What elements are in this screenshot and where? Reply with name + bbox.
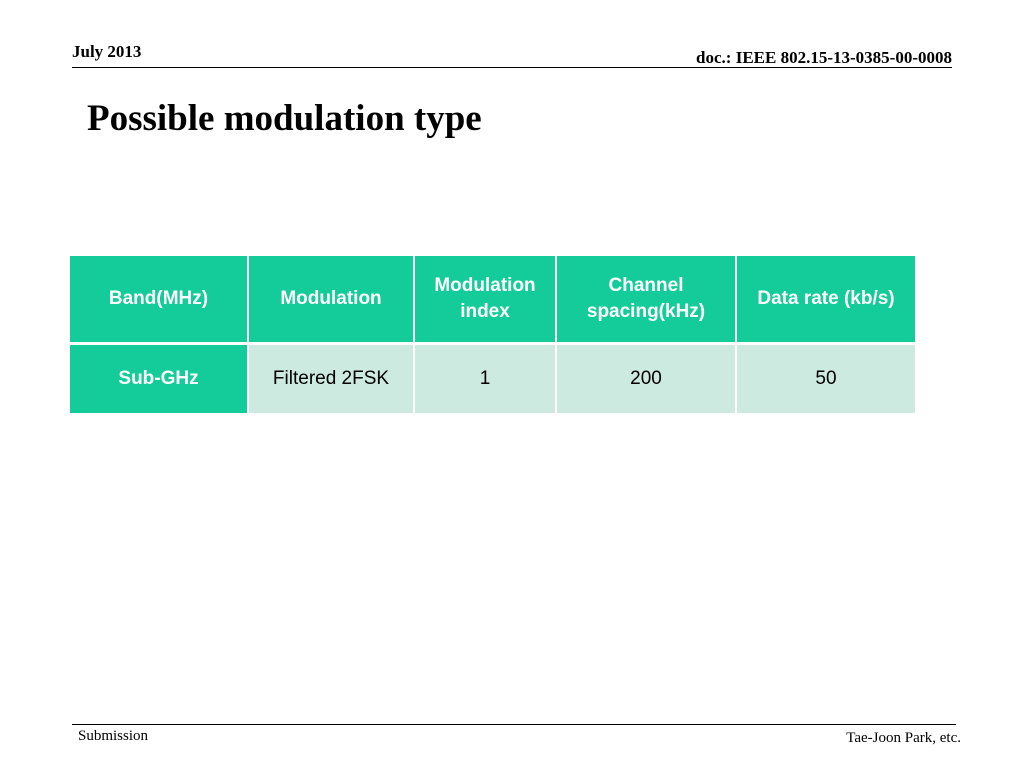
- column-header-modulation: Modulation: [247, 254, 415, 345]
- footer-divider: [72, 724, 956, 725]
- cell-modulation: Filtered 2FSK: [247, 342, 415, 415]
- cell-modulation-index: 1: [413, 342, 557, 415]
- header-divider: [72, 67, 952, 68]
- footer-submission: Submission: [78, 728, 149, 744]
- footer-author: Tae-Joon Park, etc.: [846, 730, 961, 746]
- header-doc-id: doc.: IEEE 802.15-13-0385-00-0008: [696, 48, 952, 67]
- column-header-data-rate: Data rate (kb/s): [735, 254, 917, 345]
- table-row: Sub-GHz Filtered 2FSK 1 200 50: [68, 342, 917, 415]
- header-date: July 2013: [72, 42, 142, 61]
- column-header-band: Band(MHz): [68, 254, 249, 345]
- cell-band: Sub-GHz: [68, 342, 249, 415]
- slide-title: Possible modulation type: [87, 98, 482, 139]
- modulation-table: Band(MHz) Modulation Modulation index Ch…: [68, 254, 917, 415]
- cell-channel-spacing: 200: [555, 342, 737, 415]
- cell-data-rate: 50: [735, 342, 917, 415]
- table-header-row: Band(MHz) Modulation Modulation index Ch…: [68, 254, 917, 345]
- column-header-channel-spacing: Channel spacing(kHz): [555, 254, 737, 345]
- column-header-modulation-index: Modulation index: [413, 254, 557, 345]
